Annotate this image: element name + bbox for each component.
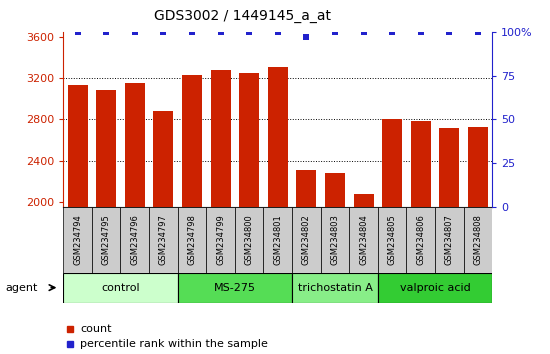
Bar xyxy=(349,207,378,273)
Text: GSM234804: GSM234804 xyxy=(359,215,368,265)
Text: GSM234796: GSM234796 xyxy=(130,215,139,265)
Text: control: control xyxy=(101,282,140,293)
Bar xyxy=(68,85,87,354)
Bar xyxy=(178,273,292,303)
Bar xyxy=(321,207,349,273)
Bar xyxy=(439,128,459,354)
Bar xyxy=(378,273,492,303)
Text: GSM234808: GSM234808 xyxy=(474,215,482,265)
Bar xyxy=(292,207,321,273)
Bar xyxy=(296,170,316,354)
Text: trichostatin A: trichostatin A xyxy=(298,282,372,293)
Text: MS-275: MS-275 xyxy=(214,282,256,293)
Text: agent: agent xyxy=(6,282,38,293)
Text: GSM234800: GSM234800 xyxy=(245,215,254,265)
Bar xyxy=(292,273,378,303)
Text: GSM234802: GSM234802 xyxy=(302,215,311,265)
Bar xyxy=(411,120,431,354)
Bar xyxy=(182,75,202,354)
Bar xyxy=(239,73,259,354)
Bar xyxy=(354,194,373,354)
Bar xyxy=(468,127,488,354)
Bar xyxy=(153,111,173,354)
Bar xyxy=(268,67,288,354)
Bar xyxy=(325,173,345,354)
Text: valproic acid: valproic acid xyxy=(400,282,470,293)
Bar xyxy=(406,207,435,273)
Text: GSM234805: GSM234805 xyxy=(388,215,397,265)
Text: GSM234803: GSM234803 xyxy=(331,215,339,265)
Bar xyxy=(464,207,492,273)
Text: GSM234797: GSM234797 xyxy=(159,215,168,265)
Bar xyxy=(378,207,406,273)
Bar xyxy=(149,207,178,273)
Bar xyxy=(435,207,464,273)
Bar xyxy=(178,207,206,273)
Text: GSM234794: GSM234794 xyxy=(73,215,82,265)
Bar xyxy=(63,207,92,273)
Text: GSM234801: GSM234801 xyxy=(273,215,282,265)
Text: GSM234807: GSM234807 xyxy=(445,215,454,265)
Bar xyxy=(263,207,292,273)
Text: GSM234795: GSM234795 xyxy=(102,215,111,265)
Text: count: count xyxy=(80,324,112,334)
Bar xyxy=(125,84,145,354)
Text: GSM234798: GSM234798 xyxy=(188,215,196,265)
Bar xyxy=(211,70,230,354)
Bar xyxy=(382,120,402,354)
Text: GDS3002 / 1449145_a_at: GDS3002 / 1449145_a_at xyxy=(153,9,331,23)
Text: percentile rank within the sample: percentile rank within the sample xyxy=(80,339,268,349)
Bar xyxy=(235,207,263,273)
Text: GSM234799: GSM234799 xyxy=(216,215,225,265)
Bar xyxy=(206,207,235,273)
Bar xyxy=(92,207,120,273)
Bar xyxy=(120,207,149,273)
Bar xyxy=(96,90,116,354)
Bar xyxy=(63,273,178,303)
Text: GSM234806: GSM234806 xyxy=(416,215,425,265)
